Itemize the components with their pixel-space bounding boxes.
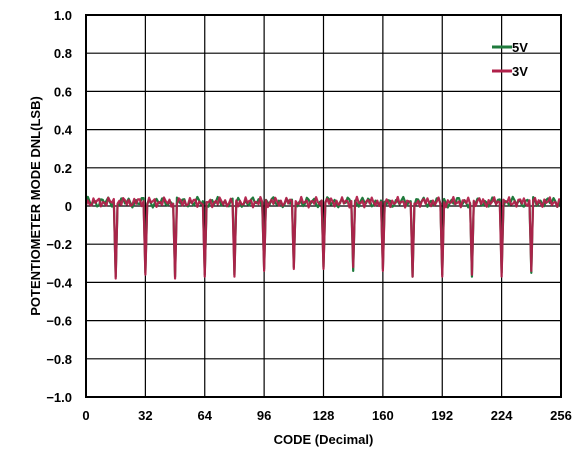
y-tick-label: −0.8 <box>46 352 72 367</box>
y-tick-label: 1.0 <box>54 8 72 23</box>
x-tick-label: 256 <box>550 408 572 423</box>
x-tick-label: 160 <box>372 408 394 423</box>
series-layer <box>84 195 562 280</box>
legend-label-3v: 3V <box>512 64 528 79</box>
y-tick-label: 0.4 <box>54 123 73 138</box>
y-tick-labels: 1.0 0.8 0.6 0.4 0.2 0 −0.2 −0.4 −0.6 −0.8 −1.0 <box>46 8 72 405</box>
x-tick-label: 192 <box>431 408 453 423</box>
y-tick-label: 0.2 <box>54 161 72 176</box>
x-tick-label: 224 <box>491 408 513 423</box>
x-tick-label: 64 <box>198 408 213 423</box>
series-line-3v <box>84 195 562 280</box>
x-tick-label: 96 <box>257 408 271 423</box>
y-tick-label: −0.6 <box>46 314 72 329</box>
x-tick-label: 128 <box>313 408 335 423</box>
y-tick-label: 0 <box>65 199 72 214</box>
y-axis-title: POTENTIOMETER MODE DNL(LSB) <box>28 96 43 316</box>
y-tick-label: −1.0 <box>46 390 72 405</box>
legend: 5V 3V <box>492 40 528 79</box>
x-tick-labels: 0 32 64 96 128 160 192 224 256 <box>82 408 571 423</box>
x-axis-title: CODE (Decimal) <box>274 432 374 447</box>
legend-label-5v: 5V <box>512 40 528 55</box>
y-tick-label: −0.2 <box>46 237 72 252</box>
y-tick-label: 0.6 <box>54 84 72 99</box>
x-tick-label: 0 <box>82 408 89 423</box>
y-tick-label: −0.4 <box>46 275 72 290</box>
x-tick-label: 32 <box>138 408 152 423</box>
plot-frame <box>85 14 562 398</box>
y-tick-label: 0.8 <box>54 46 72 61</box>
